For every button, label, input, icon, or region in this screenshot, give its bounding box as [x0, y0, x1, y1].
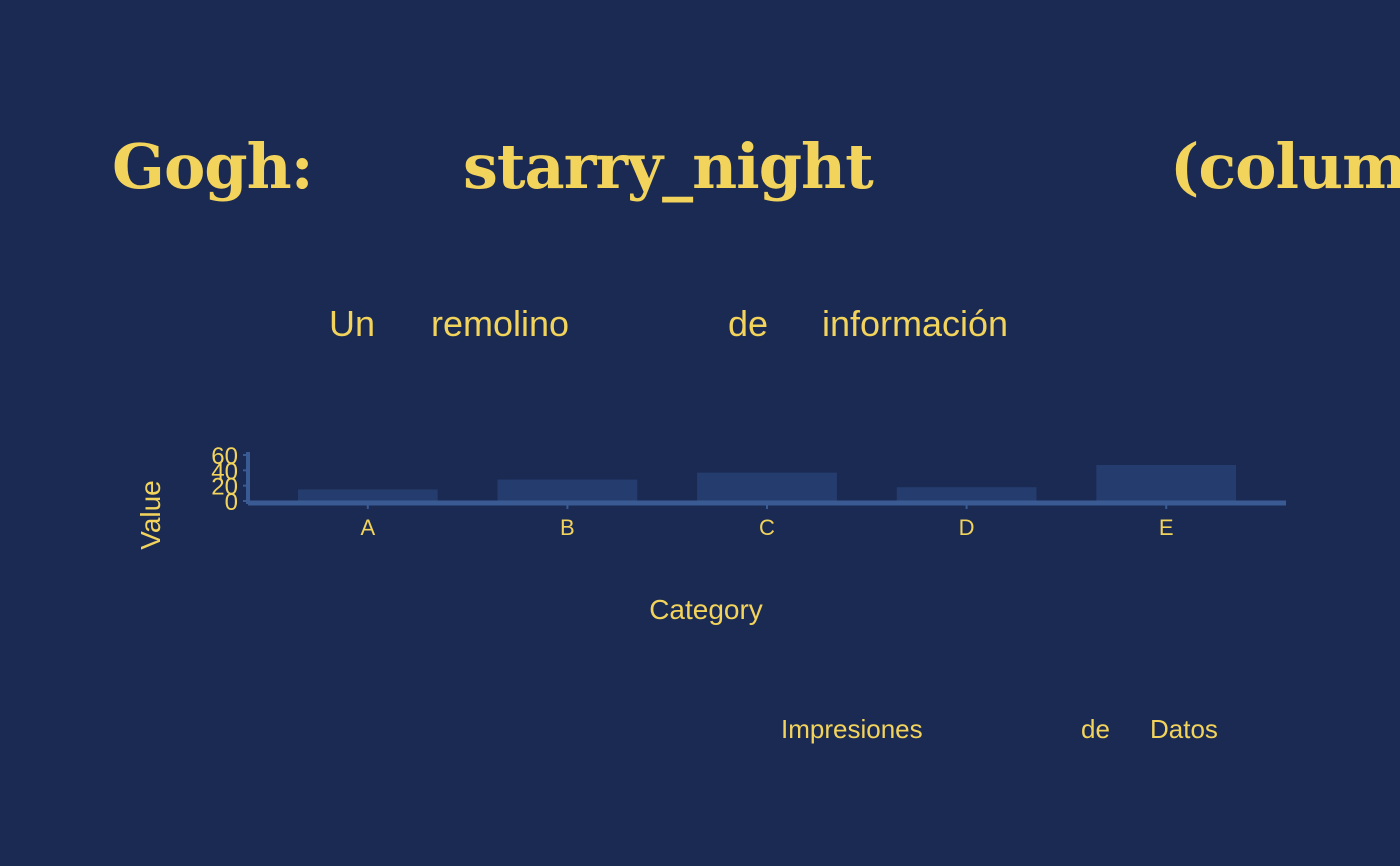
bar-b [497, 479, 638, 501]
subtitle-word: información [822, 303, 1009, 344]
subtitle-word: remolino [431, 303, 570, 344]
y-tick-label: 20 [211, 474, 238, 501]
subtitle-word: de [728, 303, 769, 344]
bar-d [896, 487, 1037, 501]
title-word: starry_night [463, 130, 874, 203]
x-tick-label: E [1159, 515, 1174, 540]
x-tick-label: D [959, 515, 975, 540]
bar-e [1096, 464, 1237, 501]
caption-word: de [1081, 714, 1110, 744]
y-axis-label: Value [135, 480, 166, 550]
bar-c [697, 472, 837, 501]
y-tick-label: 60 [211, 443, 238, 470]
bar-a [297, 489, 438, 501]
subtitle-word: Un [329, 303, 376, 344]
x-axis-label: Category [649, 594, 763, 625]
x-tick-label: A [360, 515, 375, 540]
caption-word: Impresiones [781, 714, 923, 744]
caption-word: Datos [1150, 714, 1218, 744]
y-tick-label: 40 [211, 458, 238, 485]
x-tick-label: C [759, 515, 775, 540]
x-tick-label: B [560, 515, 575, 540]
title-word: (column) [1170, 130, 1400, 203]
y-tick-label: 0 [225, 489, 238, 516]
title-word: Gogh: [112, 130, 314, 203]
